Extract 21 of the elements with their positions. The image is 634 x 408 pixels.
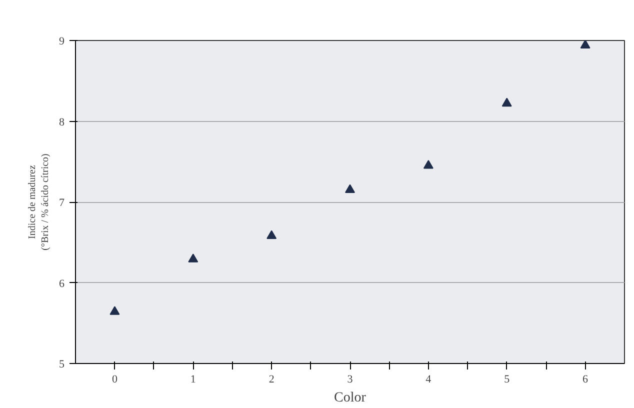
point — [110, 306, 120, 315]
point — [423, 160, 434, 169]
x-tick-label: 4 — [426, 374, 432, 386]
x-axis-title: Color — [334, 390, 366, 406]
point — [266, 230, 277, 240]
x-tick-label: 6 — [582, 374, 589, 386]
y-tick-label: 8 — [59, 116, 65, 128]
point — [580, 40, 590, 48]
point — [188, 254, 198, 262]
y-tick-label: 6 — [59, 278, 65, 290]
point — [345, 184, 355, 193]
y-tick-label: 5 — [59, 358, 65, 370]
y-axis-title: Indice de madurez (°Brix / % ácido cítrico) — [26, 154, 51, 250]
x-tick-label: 3 — [347, 374, 354, 386]
x-tick-label: 1 — [190, 374, 196, 386]
x-tick-label: 5 — [504, 374, 510, 386]
x-tick-label: 2 — [268, 374, 274, 386]
x-tick-label: 0 — [112, 374, 118, 386]
y-tick-label: 7 — [59, 197, 65, 209]
y-tick-label: 9 — [59, 36, 65, 48]
point — [502, 98, 512, 107]
